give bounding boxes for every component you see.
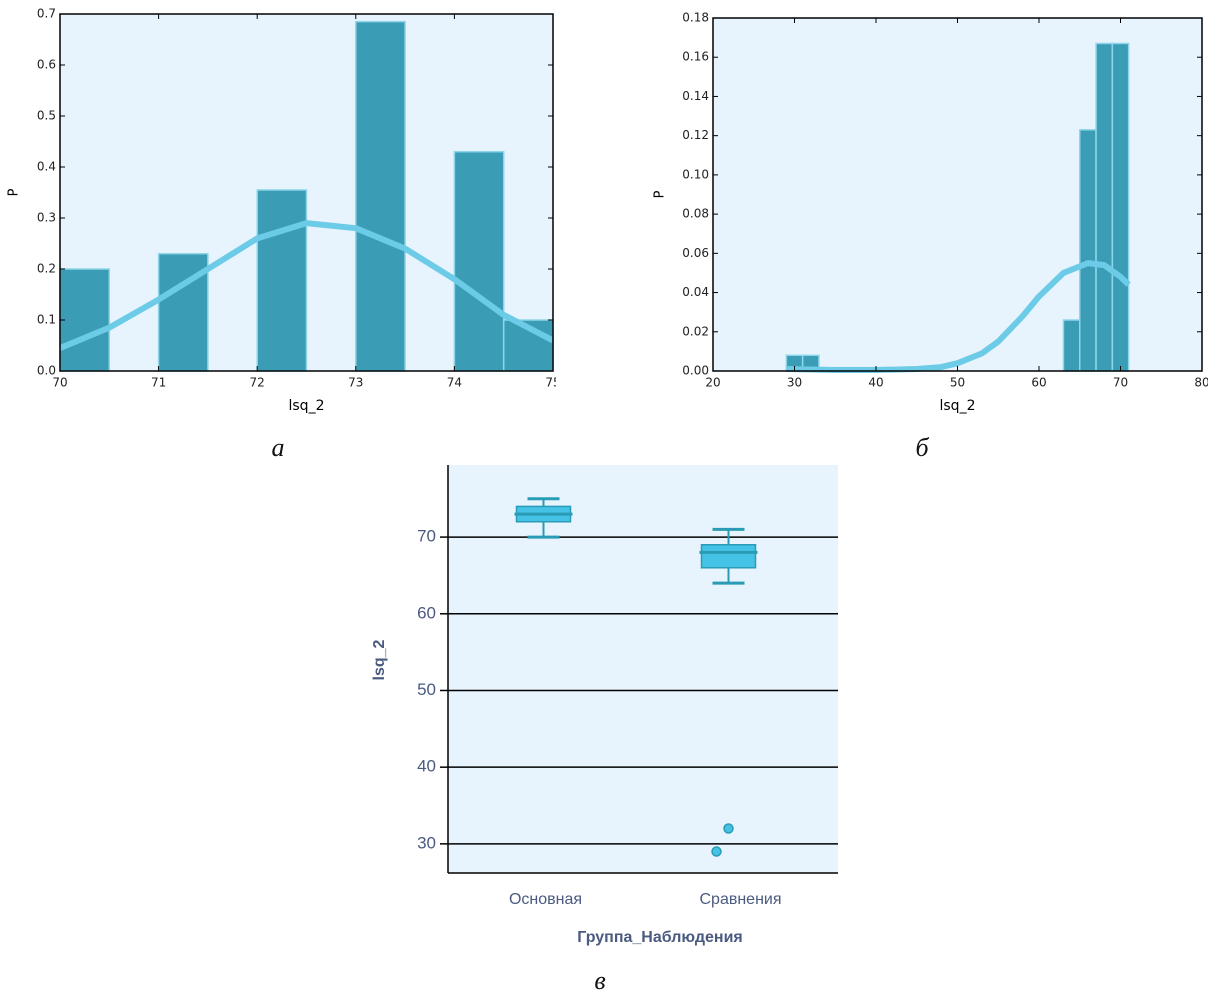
y-tick-label: 0.1 [37,313,56,327]
y-tick-label: 0.12 [682,128,709,142]
x-tick-label: 73 [348,376,363,390]
x-tick-label: Основная [509,891,582,908]
x-tick-label: 70 [52,376,67,390]
y-tick-label: 0.10 [682,167,709,181]
x-tick-label: 71 [151,376,166,390]
bar [59,268,111,372]
bar [453,150,505,372]
outlier [723,823,734,834]
x-axis-label: Группа_Наблюдения [577,929,743,946]
y-tick-label: 0.3 [37,211,56,225]
y-tick-label: 0.4 [37,160,56,174]
box-chart: 30 40 50 60 70 Основная Сравнения Группа_Наблюд… [371,465,838,946]
x-tick-label: 30 [787,376,802,390]
y-tick-label: 60 [417,603,436,622]
bar [1095,42,1114,372]
kde-line [58,220,555,351]
histogram-chart: 0.0 0.1 0.2 0.3 0.4 0.5 0.6 0.7 70 71 72 73 74 75 lsq_… [7,7,560,415]
y-tick-label: 50 [417,680,436,699]
histogram-chart: 0.00 0.02 0.04 0.06 0.08 0.10 0.12 0.14 0.16 0.18… [653,11,1208,415]
y-tick-label: 0.6 [37,58,56,72]
caption: б [915,433,929,462]
kde-line [786,260,1131,374]
bar [1062,319,1081,372]
bar [256,189,308,372]
y-axis-label: P [653,190,668,198]
y-tick-label: 0.04 [682,285,709,299]
x-tick-label: 40 [868,376,883,390]
caption: а [272,433,285,462]
y-tick-label: 0.08 [682,207,709,221]
y-tick-label: 40 [417,757,436,776]
bar [355,20,406,372]
y-tick-label: 0.7 [37,7,56,21]
y-axis-label: P [7,188,22,196]
plot-frame [59,13,554,372]
x-tick-label: 50 [950,376,965,390]
y-tick-label: 70 [417,527,436,546]
y-tick-label: 0.00 [682,364,709,378]
y-tick-label: 0.14 [682,89,709,103]
y-tick-label: 0.06 [682,246,709,260]
y-tick-label: 0.16 [682,50,709,64]
x-tick-label: 20 [705,376,720,390]
y-tick-label: 0.18 [682,11,709,25]
x-tick-label: 72 [250,376,265,390]
y-tick-label: 30 [417,833,436,852]
bar [1079,129,1097,372]
y-axis-label: lsq_2 [371,639,388,680]
x-axis-label: lsq_2 [940,398,976,414]
outlier [711,846,722,857]
x-tick-label: 70 [1113,376,1128,390]
x-tick-label: 60 [1031,376,1046,390]
y-tick-label: 0.0 [37,364,56,378]
x-tick-label: 80 [1194,376,1208,390]
box [700,544,757,569]
y-tick-label: 0.5 [37,109,56,123]
x-tick-label: 75 [545,376,560,390]
y-tick-label: 0.2 [37,262,56,276]
x-tick-label: 74 [447,376,462,390]
bar [1111,42,1130,372]
y-tick-label: 0.02 [682,324,709,338]
caption: в [594,966,605,995]
plot-background [448,465,838,873]
x-tick-label: Сравнения [699,891,781,908]
x-axis-label: lsq_2 [289,398,325,414]
